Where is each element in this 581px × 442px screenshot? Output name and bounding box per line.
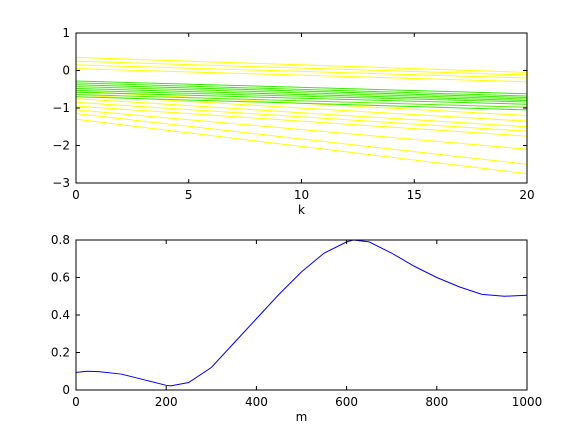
series-line-8 — [76, 101, 527, 132]
series-line-11 — [76, 113, 527, 165]
x-tick-label: 5 — [185, 188, 193, 202]
x-tick-label: 20 — [519, 188, 534, 202]
series-line-20 — [76, 94, 527, 108]
x-tick-label: 400 — [245, 395, 268, 409]
x-tick-label: 800 — [425, 395, 448, 409]
series-line-4 — [76, 68, 527, 83]
y-tick-label: −3 — [52, 176, 70, 190]
series-line-7 — [76, 98, 527, 128]
y-tick-label: 0.4 — [51, 308, 70, 322]
series-line-10 — [76, 109, 527, 150]
x-tick-label: 10 — [294, 188, 309, 202]
series-line-1 — [76, 240, 527, 387]
x-tick-label: 600 — [335, 395, 358, 409]
y-tick-label: 0.8 — [51, 233, 70, 247]
series-line-3 — [76, 64, 527, 79]
y-tick-label: 0 — [62, 64, 70, 78]
series-line-21 — [76, 96, 527, 111]
series-line-1 — [76, 56, 527, 73]
series-group — [76, 56, 527, 175]
series-line-2 — [76, 60, 527, 76]
x-axis-label: m — [296, 410, 308, 424]
series-line-16 — [76, 86, 527, 100]
series-line-17 — [76, 88, 527, 101]
x-axis-label: k — [298, 203, 305, 217]
series-line-9 — [76, 105, 527, 137]
x-tick-label: 15 — [407, 188, 422, 202]
x-tick-label: 0 — [72, 188, 80, 202]
x-tick-label: 0 — [72, 395, 80, 409]
series-line-15 — [76, 84, 527, 98]
series-line-19 — [76, 91, 527, 105]
x-tick-label: 1000 — [512, 395, 543, 409]
series-line-13 — [76, 80, 527, 95]
series-line-12 — [76, 118, 527, 175]
y-tick-label: −2 — [52, 139, 70, 153]
series-line-18 — [76, 89, 527, 103]
y-tick-label: −1 — [52, 101, 70, 115]
y-tick-label: 0 — [62, 383, 70, 397]
y-tick-label: 1 — [62, 26, 70, 40]
series-group — [76, 240, 527, 387]
x-tick-label: 200 — [155, 395, 178, 409]
series-line-14 — [76, 82, 527, 97]
bottom-plot: 0 200 400 600 800 1000 0.8 0.6 0.4 0.2 0 m — [51, 233, 542, 424]
axes-box — [75, 239, 528, 391]
y-tick-label: 0.6 — [51, 271, 70, 285]
y-tick-label: 0.2 — [51, 346, 70, 360]
